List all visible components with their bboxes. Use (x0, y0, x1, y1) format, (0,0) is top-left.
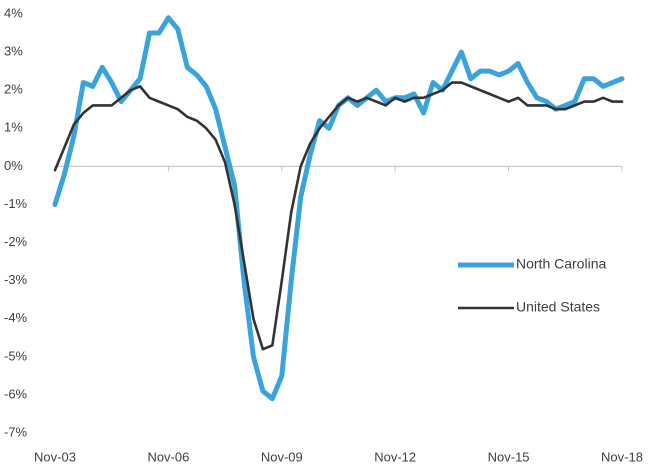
y-tick-label: -3% (4, 272, 28, 287)
y-tick-label: -6% (4, 386, 28, 401)
y-tick-label: 2% (4, 82, 23, 97)
y-tick-label: 3% (4, 44, 23, 59)
x-tick-label: Nov-09 (261, 449, 303, 464)
legend-label: United States (516, 299, 600, 315)
x-tick-label: Nov-06 (147, 449, 189, 464)
x-tick-label: Nov-18 (601, 449, 643, 464)
x-tick-label: Nov-12 (374, 449, 416, 464)
line (52, 15, 625, 402)
y-tick-label: -5% (4, 348, 28, 363)
y-tick-label: -4% (4, 310, 28, 325)
line (53, 81, 624, 351)
x-tick-label: Nov-15 (488, 449, 530, 464)
y-tick-label: 1% (4, 120, 23, 135)
x-tick-label: Nov-03 (34, 449, 76, 464)
legend-label: North Carolina (516, 256, 606, 272)
y-tick-label: -7% (4, 424, 28, 439)
y-tick-label: 0% (4, 158, 23, 173)
y-tick-label: -1% (4, 196, 28, 211)
y-tick-label: 4% (4, 5, 23, 20)
y-tick-label: -2% (4, 234, 28, 249)
